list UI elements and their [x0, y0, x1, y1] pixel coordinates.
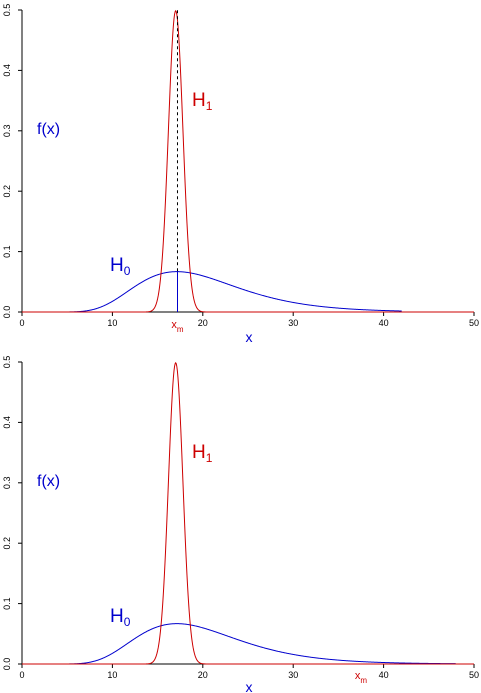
y-tick-label: 0.2: [2, 537, 12, 550]
x-tick-label: 10: [107, 670, 117, 680]
xm-label: xm: [171, 319, 184, 334]
y-tick-label: 0.1: [2, 245, 12, 258]
y-tick-label: 0.5: [2, 4, 12, 17]
x-tick-label: 40: [379, 318, 389, 328]
density-curve-h1: [22, 361, 474, 665]
xm-label: xm: [355, 670, 368, 685]
y-tick-label: 0.2: [2, 185, 12, 198]
y-tick-label: 0.0: [2, 306, 12, 319]
series-label-h0: H0: [110, 255, 131, 278]
x-axis-label: x: [246, 679, 253, 693]
density-curve-h0: [58, 271, 402, 313]
y-tick-label: 0.4: [2, 416, 12, 429]
y-tick-label: 0.4: [2, 64, 12, 77]
y-axis-label: f(x): [37, 121, 60, 138]
x-tick-label: 30: [288, 318, 298, 328]
series-label-h0: H0: [110, 606, 131, 629]
x-axis-label: x: [246, 329, 253, 345]
x-tick-label: 0: [19, 318, 24, 328]
x-tick-label: 10: [107, 318, 117, 328]
density-curve-h0: [58, 623, 456, 665]
x-tick-label: 30: [288, 670, 298, 680]
y-tick-label: 0.0: [2, 658, 12, 671]
chart-panel-bottom: 0.0 0.1 0.2 0.3 0.4 0.5 0 10 20 30 40 50 f(x) x H0 H1 xm: [2, 356, 479, 693]
x-tick-label: 20: [198, 318, 208, 328]
x-tick-label: 20: [198, 670, 208, 680]
x-tick-label: 0: [19, 670, 24, 680]
y-tick-label: 0.5: [2, 356, 12, 369]
series-label-h1: H1: [192, 90, 213, 113]
density-curve-h1: [22, 9, 474, 313]
y-tick-label: 0.1: [2, 597, 12, 610]
x-tick-label: 50: [469, 318, 479, 328]
y-tick-label: 0.3: [2, 125, 12, 138]
x-tick-label: 50: [469, 670, 479, 680]
y-tick-label: 0.3: [2, 477, 12, 490]
y-axis-label: f(x): [37, 473, 60, 490]
x-tick-label: 40: [379, 670, 389, 680]
chart-panel-top: 0.0 0.1 0.2 0.3 0.4 0.5 0 10 20 30 40 50 f(x) x H0 H1 xm: [2, 4, 479, 345]
series-label-h1: H1: [192, 442, 213, 465]
